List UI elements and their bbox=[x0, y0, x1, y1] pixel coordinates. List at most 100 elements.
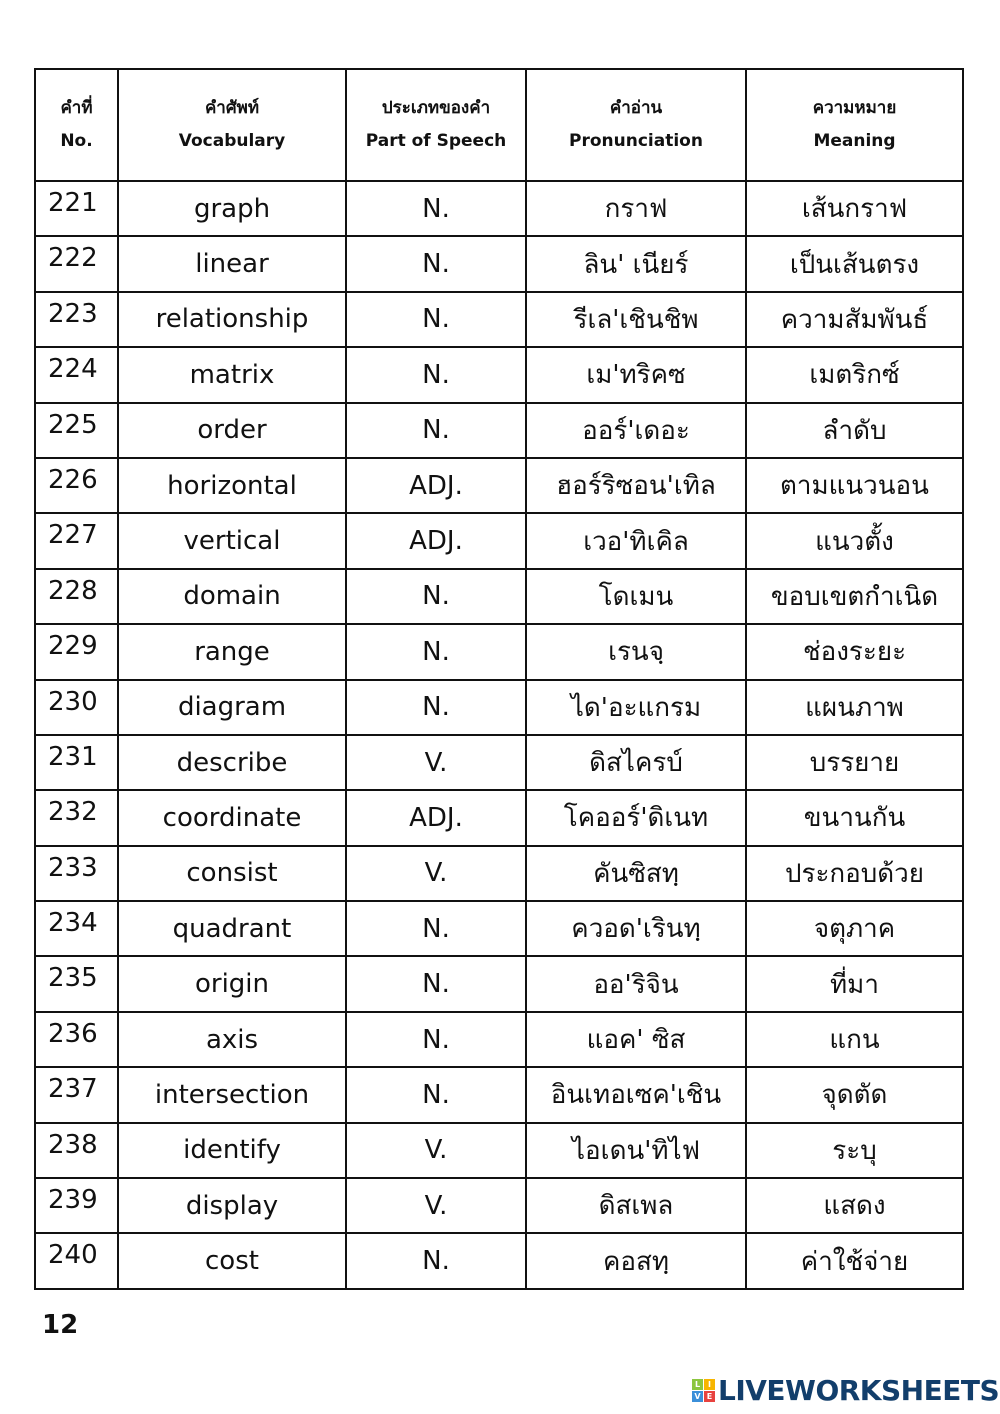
part-of-speech-cell: N. bbox=[345, 900, 527, 958]
table-row: 229 range N. เรนจฺ ช่องระยะ bbox=[34, 623, 964, 681]
pronunciation-cell: อินเทอเซค'เชิน bbox=[525, 1066, 747, 1124]
pronunciation-cell: คอสทฺ bbox=[525, 1232, 747, 1290]
table-row: 237 intersection N. อินเทอเซค'เชิน จุดตัด bbox=[34, 1066, 964, 1124]
part-of-speech-cell: ADJ. bbox=[345, 456, 527, 515]
table-row: 232 coordinate ADJ. โคออร์'ดิเนท ขนานกัน bbox=[34, 789, 964, 847]
meaning-cell: ช่องระยะ bbox=[745, 623, 964, 681]
part-of-speech-cell: ADJ. bbox=[345, 512, 527, 570]
table-row: 234 quadrant N. ควอด'เรินทฺ จตุภาค bbox=[34, 900, 964, 958]
row-number: 238 bbox=[34, 1121, 119, 1180]
header-meaning-th: ความหมาย bbox=[812, 98, 897, 118]
vocabulary-cell: quadrant bbox=[117, 900, 347, 958]
meaning-cell: ระบุ bbox=[745, 1121, 964, 1180]
header-no-en: No. bbox=[60, 131, 93, 151]
table-row: 230 diagram N. ได'อะแกรม แผนภาพ bbox=[34, 678, 964, 736]
row-number: 221 bbox=[34, 179, 119, 238]
table-row: 235 origin N. ออ'ริจิน ที่มา bbox=[34, 955, 964, 1013]
table-row: 228 domain N. โดเมน ขอบเขตกำเนิด bbox=[34, 567, 964, 626]
header-pronunciation: คำอ่าน Pronunciation bbox=[525, 68, 747, 182]
logo-block: I bbox=[704, 1379, 715, 1390]
vocabulary-cell: origin bbox=[117, 955, 347, 1013]
pronunciation-cell: ออ'ริจิน bbox=[525, 955, 747, 1013]
table-row: 224 matrix N. เม'ทริคซ เมตริกซ์ bbox=[34, 346, 964, 404]
vocabulary-cell: horizontal bbox=[117, 456, 347, 515]
header-pronunciation-en: Pronunciation bbox=[569, 131, 703, 151]
pronunciation-cell: ดิสเพล bbox=[525, 1177, 747, 1235]
logo-block: L bbox=[692, 1379, 703, 1390]
meaning-cell: ขนานกัน bbox=[745, 789, 964, 847]
row-number: 223 bbox=[34, 290, 119, 349]
part-of-speech-cell: N. bbox=[345, 401, 527, 459]
table-row: 236 axis N. แอค' ซิส แกน bbox=[34, 1010, 964, 1069]
row-number: 227 bbox=[34, 512, 119, 570]
page-number: 12 bbox=[42, 1310, 79, 1340]
header-pos-en: Part of Speech bbox=[365, 131, 507, 151]
row-number: 222 bbox=[34, 235, 119, 293]
pronunciation-cell: โดเมน bbox=[525, 567, 747, 626]
meaning-cell: เส้นกราฟ bbox=[745, 179, 964, 238]
table-row: 221 graph N. กราฟ เส้นกราฟ bbox=[34, 179, 964, 238]
header-pos-th: ประเภทของคำ bbox=[381, 98, 491, 118]
logo-text: LIVEWORKSHEETS bbox=[718, 1374, 1000, 1407]
part-of-speech-cell: N. bbox=[345, 955, 527, 1013]
table-row: 225 order N. ออร์'เดอะ ลำดับ bbox=[34, 401, 964, 459]
table-row: 226 horizontal ADJ. ฮอร์ริซอน'เทิล ตามแนวนอน bbox=[34, 456, 964, 515]
vocabulary-cell: consist bbox=[117, 844, 347, 903]
part-of-speech-cell: N. bbox=[345, 1010, 527, 1069]
part-of-speech-cell: V. bbox=[345, 733, 527, 792]
meaning-cell: ประกอบด้วย bbox=[745, 844, 964, 903]
meaning-cell: บรรยาย bbox=[745, 733, 964, 792]
vocabulary-cell: linear bbox=[117, 235, 347, 293]
meaning-cell: ตามแนวนอน bbox=[745, 456, 964, 515]
vocabulary-cell: matrix bbox=[117, 346, 347, 404]
vocabulary-cell: axis bbox=[117, 1010, 347, 1069]
meaning-cell: แผนภาพ bbox=[745, 678, 964, 736]
vocabulary-cell: vertical bbox=[117, 512, 347, 570]
vocabulary-cell: cost bbox=[117, 1232, 347, 1290]
header-vocabulary-th: คำศัพท์ bbox=[204, 98, 260, 118]
part-of-speech-cell: N. bbox=[345, 290, 527, 349]
meaning-cell: ค่าใช้จ่าย bbox=[745, 1232, 964, 1290]
row-number: 234 bbox=[34, 900, 119, 958]
pronunciation-cell: เรนจฺ bbox=[525, 623, 747, 681]
pronunciation-cell: ฮอร์ริซอน'เทิล bbox=[525, 456, 747, 515]
meaning-cell: จตุภาค bbox=[745, 900, 964, 958]
vocabulary-cell: diagram bbox=[117, 678, 347, 736]
pronunciation-cell: แอค' ซิส bbox=[525, 1010, 747, 1069]
part-of-speech-cell: N. bbox=[345, 623, 527, 681]
logo-block: E bbox=[704, 1391, 715, 1402]
header-meaning: ความหมาย Meaning bbox=[745, 68, 964, 182]
vocabulary-cell: identify bbox=[117, 1121, 347, 1180]
pronunciation-cell: ดิสไครบ์ bbox=[525, 733, 747, 792]
table-row: 238 identify V. ไอเดน'ทิไฟ ระบุ bbox=[34, 1121, 964, 1180]
pronunciation-cell: ควอด'เรินทฺ bbox=[525, 900, 747, 958]
meaning-cell: ที่มา bbox=[745, 955, 964, 1013]
header-meaning-en: Meaning bbox=[813, 131, 896, 151]
vocabulary-cell: display bbox=[117, 1177, 347, 1235]
meaning-cell: ความสัมพันธ์ bbox=[745, 290, 964, 349]
row-number: 224 bbox=[34, 346, 119, 404]
header-vocabulary: คำศัพท์ Vocabulary bbox=[117, 68, 347, 182]
part-of-speech-cell: V. bbox=[345, 1121, 527, 1180]
table-row: 223 relationship N. รีเล'เชินชิพ ความสัมพันธ… bbox=[34, 290, 964, 349]
row-number: 231 bbox=[34, 733, 119, 792]
row-number: 229 bbox=[34, 623, 119, 681]
vocabulary-cell: domain bbox=[117, 567, 347, 626]
pronunciation-cell: โคออร์'ดิเนท bbox=[525, 789, 747, 847]
header-no: คำที่ No. bbox=[34, 68, 119, 182]
part-of-speech-cell: N. bbox=[345, 235, 527, 293]
logo-block: V bbox=[692, 1391, 703, 1402]
meaning-cell: แนวตั้ง bbox=[745, 512, 964, 570]
part-of-speech-cell: N. bbox=[345, 1066, 527, 1124]
pronunciation-cell: ออร์'เดอะ bbox=[525, 401, 747, 459]
meaning-cell: ขอบเขตกำเนิด bbox=[745, 567, 964, 626]
vocabulary-cell: describe bbox=[117, 733, 347, 792]
vocabulary-cell: range bbox=[117, 623, 347, 681]
pronunciation-cell: ลิน' เนียร์ bbox=[525, 235, 747, 293]
table-row: 231 describe V. ดิสไครบ์ บรรยาย bbox=[34, 733, 964, 792]
header-vocabulary-en: Vocabulary bbox=[178, 131, 286, 151]
pronunciation-cell: เม'ทริคซ bbox=[525, 346, 747, 404]
vocabulary-cell: intersection bbox=[117, 1066, 347, 1124]
row-number: 225 bbox=[34, 401, 119, 459]
